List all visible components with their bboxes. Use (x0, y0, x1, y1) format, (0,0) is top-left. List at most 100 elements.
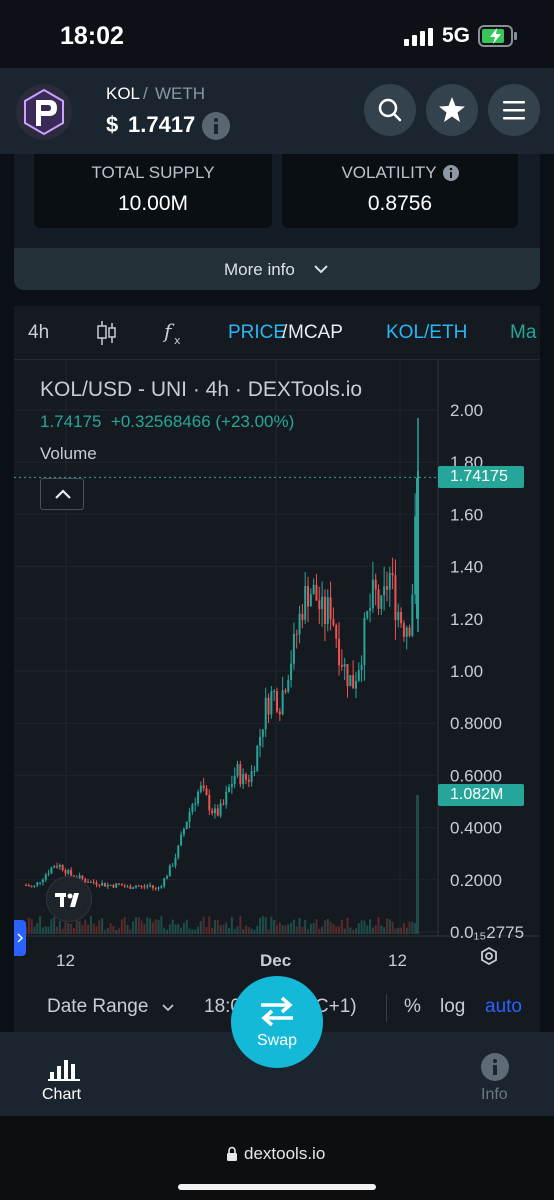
candle-body (191, 804, 194, 812)
nav-chart-label: Chart (42, 1086, 82, 1103)
volume-bar (264, 917, 267, 934)
candle-body (160, 886, 163, 888)
swap-button[interactable]: Swap (231, 976, 323, 1068)
volume-bar (33, 926, 36, 934)
candle-body (349, 675, 352, 687)
nav-info[interactable]: Info (470, 1032, 530, 1116)
candle-body (416, 477, 419, 619)
mcap-toggle[interactable]: MCAP (288, 322, 343, 343)
price-info-button[interactable] (202, 112, 230, 140)
candle-body (298, 613, 301, 635)
candle-body (354, 680, 357, 689)
candle-body (380, 595, 383, 609)
sidebar-expand-handle[interactable] (14, 920, 26, 956)
home-indicator[interactable] (178, 1184, 376, 1190)
volume-bar (385, 918, 388, 934)
time-scale[interactable]: 12 Dec 12 (56, 951, 407, 970)
volume-bar (129, 929, 132, 934)
indicators-icon[interactable]: f x (162, 318, 186, 346)
price-toggle[interactable]: PRICE (228, 322, 287, 343)
info-circle-icon (481, 1053, 509, 1081)
volume-bar (284, 925, 287, 934)
candle-body (335, 625, 338, 639)
volume-bar (402, 923, 405, 934)
collapse-legend-button[interactable] (40, 478, 84, 510)
volume-bar (157, 919, 160, 934)
volume-bar (228, 928, 231, 934)
candle-body (87, 881, 90, 883)
volume-bar (118, 928, 121, 934)
tradingview-logo[interactable] (46, 876, 92, 922)
candle-body (64, 869, 67, 874)
volume-bar (416, 795, 419, 934)
volatility-info-icon[interactable] (442, 164, 460, 182)
volume-bar (208, 916, 211, 934)
volume-bar (335, 926, 338, 934)
volume-bar (273, 920, 276, 934)
candle-body (338, 638, 341, 665)
more-info-label: More info (224, 260, 295, 279)
menu-button[interactable] (488, 84, 540, 136)
candle-body (219, 803, 222, 816)
candle-body (321, 596, 324, 610)
candle-body (30, 886, 33, 888)
interval-selector[interactable]: 4h (28, 322, 50, 343)
volume-bar (53, 917, 56, 934)
volume-bar (64, 920, 67, 934)
candle-body (109, 884, 112, 886)
chevron-right-icon (17, 933, 24, 943)
status-time: 18:02 (60, 22, 124, 50)
volume-legend: Volume (40, 444, 97, 463)
price-chart-widget[interactable]: 4h f x PRICE / MCAP KOL/ETH Ma 2.00 1.80 1… (14, 306, 540, 1032)
volume-bar (411, 921, 414, 934)
token-stats: TOTAL SUPPLY 10.00M VOLATILITY 0.8756 (14, 154, 540, 248)
x-tick-label: 12 (388, 951, 407, 970)
volume-bar (191, 929, 194, 934)
candle-body (157, 887, 160, 889)
volume-bar (239, 916, 242, 934)
search-button[interactable] (364, 84, 416, 136)
candlestick-type-icon[interactable] (96, 320, 118, 346)
volume-bar (151, 922, 154, 934)
volume-bar (177, 924, 180, 934)
more-toolbar-item[interactable]: Ma (510, 322, 537, 343)
candle-body (244, 773, 247, 780)
volume-bar (357, 923, 360, 934)
chart-toolbar: 4h f x PRICE / MCAP KOL/ETH Ma (14, 306, 540, 360)
total-supply-value: 10.00M (117, 192, 189, 215)
favorite-button[interactable] (426, 84, 478, 136)
chart-canvas[interactable]: 2.001.801.601.401.201.000.80000.60000.40… (14, 360, 540, 982)
candle-body (44, 874, 47, 880)
volume-bar (194, 929, 197, 934)
more-info-button[interactable]: More info (14, 248, 540, 290)
candle-body (284, 690, 287, 692)
auto-toggle[interactable]: auto (485, 996, 522, 1017)
volume-bar (163, 927, 166, 934)
log-toggle[interactable]: log (440, 996, 466, 1017)
volume-bar (270, 916, 273, 934)
price-scale[interactable]: 2.001.801.601.401.201.000.80000.60000.40… (450, 401, 524, 942)
percent-toggle[interactable]: % (404, 996, 421, 1017)
candle-body (352, 675, 355, 689)
date-range-selector[interactable]: Date Range (47, 996, 149, 1017)
volume-bars (25, 795, 419, 934)
volume-bar (120, 919, 123, 934)
volume-bar (126, 924, 129, 934)
candle-body (295, 633, 298, 635)
candle-body (146, 885, 149, 888)
browser-url-bar[interactable]: dextools.io (0, 1116, 554, 1200)
y-tick-label: 0.4000 (450, 819, 502, 838)
pair-toggle[interactable]: KOL/ETH (386, 322, 468, 343)
candle-body (205, 788, 208, 795)
y-tick-label: 1.20 (450, 610, 483, 629)
last-price-tag: 1.74175 (438, 466, 524, 489)
volume-bar (301, 926, 304, 934)
scale-settings-icon[interactable] (481, 946, 497, 966)
legend-change-value: +0.32568466 (+23.00%) (110, 412, 295, 431)
candle-body (36, 882, 39, 886)
volume-bar (360, 920, 363, 934)
candle-body (115, 883, 118, 888)
volume-bar (89, 916, 92, 934)
nav-chart[interactable]: Chart (30, 1032, 100, 1116)
volume-bar (244, 925, 247, 934)
